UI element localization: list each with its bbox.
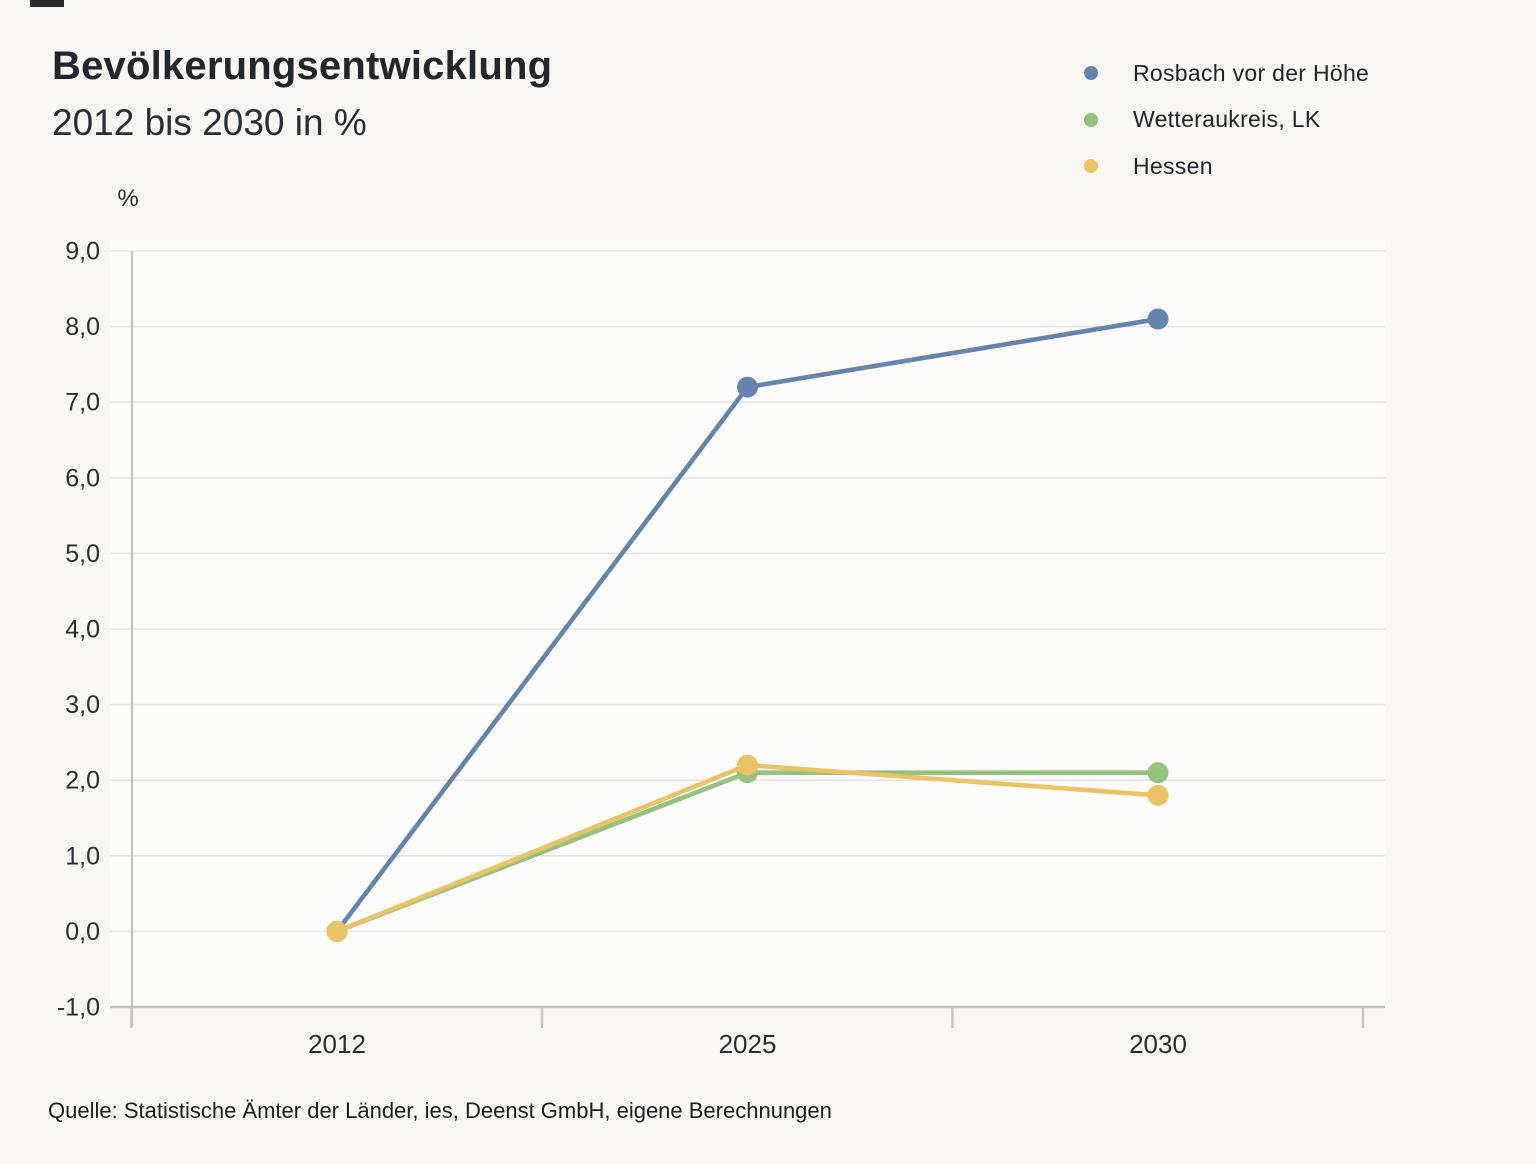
- legend-item-wetteraukreis: Wetteraukreis, LK: [1084, 97, 1369, 144]
- legend-label-hessen: Hessen: [1133, 152, 1213, 179]
- data-point-rosbach-vor-der-h-he-2030: [1147, 308, 1169, 330]
- chart-title: Bevölkerungsentwicklung: [52, 44, 553, 88]
- axes: [130, 251, 1365, 1028]
- legend-marker-wetteraukreis-icon: [1084, 112, 1098, 127]
- data-point-hessen-2030: [1147, 784, 1169, 806]
- svg-text:9,0: 9,0: [65, 238, 100, 266]
- legend-label-wetteraukreis: Wetteraukreis, LK: [1133, 106, 1321, 133]
- y-axis-tick-labels: 9,0 8,0 7,0 6,0 5,0 4,0 3,0 2,0 1,0 0,0 -1,0: [57, 238, 100, 1022]
- svg-text:2012: 2012: [308, 1029, 366, 1059]
- chart-subtitle: 2012 bis 2030 in %: [52, 102, 367, 143]
- data-point-hessen-2025: [737, 754, 758, 776]
- gridlines: [110, 250, 1385, 1009]
- svg-text:2025: 2025: [719, 1029, 777, 1059]
- svg-text:0,0: 0,0: [65, 918, 100, 946]
- corner-mark: [30, 0, 64, 7]
- svg-text:5,0: 5,0: [65, 540, 100, 568]
- svg-text:3,0: 3,0: [65, 691, 100, 719]
- legend-marker-rosbach-icon: [1084, 66, 1098, 81]
- source-note: Quelle: Statistische Ämter der Länder, i…: [48, 1098, 832, 1123]
- data-point-rosbach-vor-der-h-he-2025: [737, 376, 758, 398]
- svg-text:6,0: 6,0: [65, 464, 100, 492]
- data-point-hessen-2012: [326, 920, 348, 942]
- svg-text:-1,0: -1,0: [57, 994, 100, 1022]
- svg-text:4,0: 4,0: [65, 616, 100, 644]
- legend-label-rosbach: Rosbach vor der Höhe: [1133, 59, 1370, 86]
- legend-item-hessen: Hessen: [1084, 143, 1369, 190]
- legend: Rosbach vor der Höhe Wetteraukreis, LK H…: [1084, 50, 1369, 190]
- svg-text:2,0: 2,0: [65, 767, 100, 795]
- svg-text:7,0: 7,0: [65, 389, 100, 417]
- legend-item-rosbach: Rosbach vor der Höhe: [1084, 50, 1369, 97]
- x-axis-tick-labels: 2012 2025 2030: [308, 1029, 1187, 1059]
- y-axis-unit-label: %: [117, 185, 138, 212]
- svg-text:2030: 2030: [1129, 1029, 1187, 1059]
- series-hessen: [326, 754, 1169, 942]
- svg-text:1,0: 1,0: [65, 842, 100, 870]
- data-point-wetteraukreis-lk-2030: [1147, 762, 1169, 784]
- legend-marker-hessen-icon: [1084, 159, 1098, 174]
- svg-text:8,0: 8,0: [65, 313, 100, 341]
- plot-area: [110, 240, 1385, 1007]
